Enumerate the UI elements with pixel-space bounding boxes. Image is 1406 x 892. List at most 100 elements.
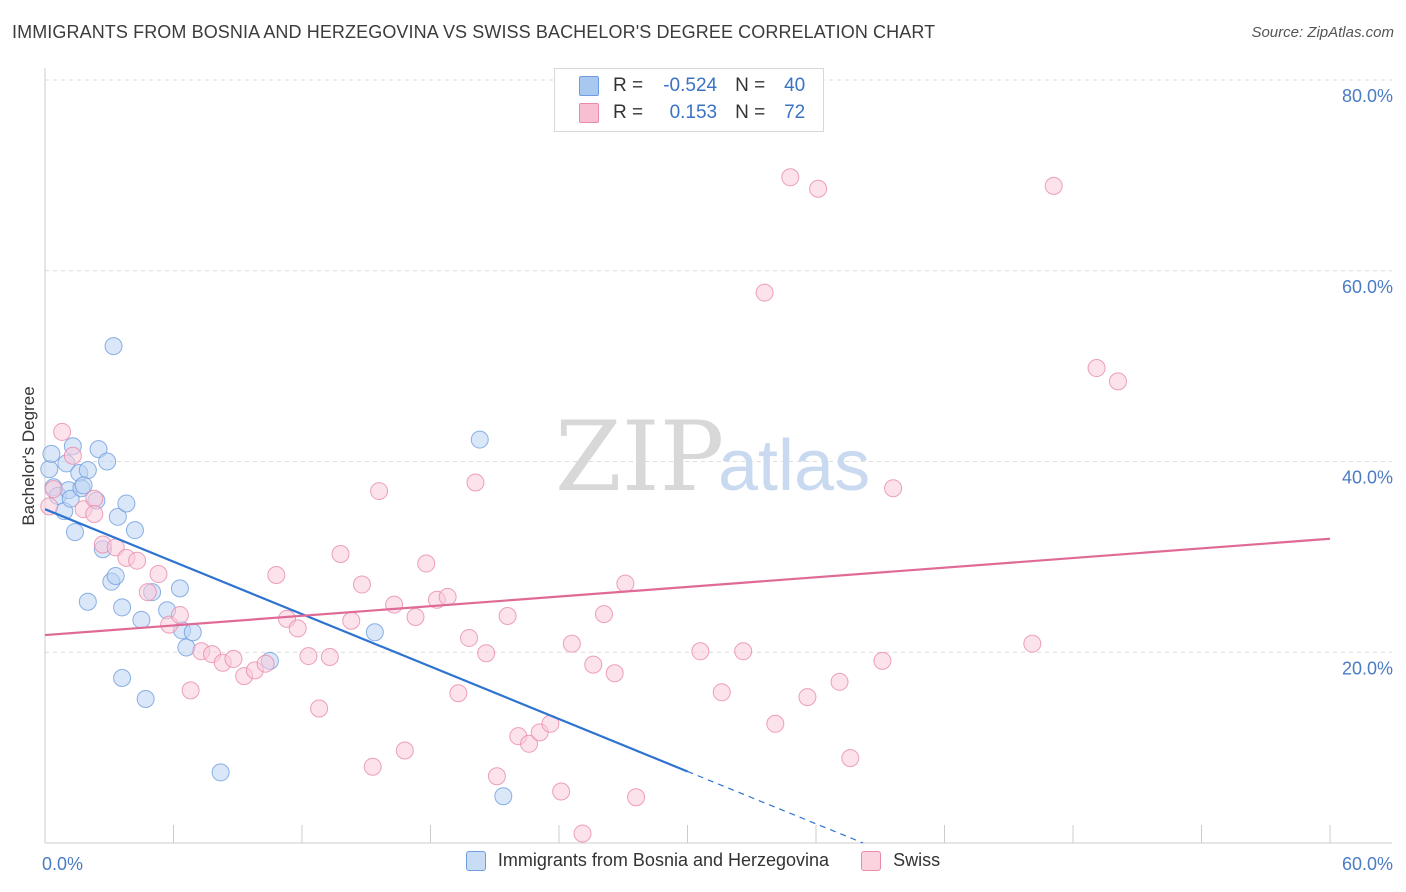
- legend-row-bosnia: R = -0.524 N = 40: [579, 73, 805, 99]
- swiss-point: [466, 473, 485, 492]
- swiss-point: [584, 655, 603, 674]
- series-legend-swiss: Swiss: [861, 850, 940, 871]
- swiss-point: [830, 672, 849, 691]
- bosnia-trend-line: [44, 508, 688, 773]
- correlation-legend: R = -0.524 N = 40 R = 0.153 N = 72: [554, 68, 824, 132]
- swiss-point: [370, 482, 389, 501]
- swiss-point: [63, 446, 82, 465]
- legend-swatch-swiss: [579, 103, 599, 123]
- watermark: ZIP atlas: [555, 401, 870, 513]
- bosnia-point: [42, 444, 61, 463]
- swiss-point: [691, 642, 710, 661]
- y-tick-labels: 20.0% 40.0% 60.0% 80.0%: [1342, 86, 1393, 678]
- bosnia-point: [365, 623, 384, 642]
- x-tick-label: 0.0%: [42, 854, 83, 874]
- bosnia-point: [78, 461, 97, 480]
- swiss-point: [616, 574, 635, 593]
- swiss-point: [520, 734, 539, 753]
- bosnia-point: [125, 521, 144, 540]
- bosnia-point: [74, 476, 93, 495]
- bosnia-point: [170, 579, 189, 598]
- series-swatch-bosnia: [465, 850, 486, 871]
- series-legend: Immigrants from Bosnia and Herzegovina S…: [0, 850, 1406, 871]
- swiss-point: [128, 551, 147, 570]
- swiss-point: [85, 504, 104, 523]
- swiss-point: [44, 480, 63, 499]
- swiss-point: [755, 283, 774, 302]
- legend-n-value: 72: [784, 102, 806, 123]
- swiss-point: [395, 741, 414, 760]
- legend-swatch-bosnia: [579, 76, 599, 96]
- bosnia-point: [65, 523, 84, 542]
- bosnia-point: [98, 452, 117, 471]
- bosnia-trend-extension: [687, 770, 864, 844]
- bosnia-point: [470, 430, 489, 449]
- bosnia-point: [113, 598, 132, 617]
- swiss-point: [552, 782, 571, 801]
- x-tick-label: 60.0%: [1342, 854, 1393, 874]
- swiss-point: [766, 714, 785, 733]
- legend-r-label: R =: [613, 75, 644, 96]
- swiss-point: [809, 179, 828, 198]
- swiss-point: [138, 583, 157, 602]
- swiss-point: [53, 422, 72, 441]
- swiss-point: [1087, 359, 1106, 378]
- swiss-point: [406, 607, 425, 626]
- source-label: Source: ZipAtlas.com: [1251, 24, 1394, 41]
- swiss-point: [873, 651, 892, 670]
- series-label-bosnia: Immigrants from Bosnia and Herzegovina: [497, 850, 830, 870]
- swiss-point: [798, 688, 817, 707]
- data-points: [40, 168, 1127, 843]
- swiss-point: [449, 684, 468, 703]
- swiss-point: [288, 619, 307, 638]
- swiss-point: [734, 642, 753, 661]
- x-tick-labels: 0.0% 60.0%: [42, 854, 1393, 874]
- swiss-point: [460, 628, 479, 647]
- bosnia-point: [40, 460, 59, 479]
- y-axis-label: Bachelor's Degree: [19, 386, 38, 525]
- swiss-point: [1044, 176, 1063, 195]
- swiss-point: [299, 647, 318, 666]
- swiss-point: [363, 757, 382, 776]
- trend-lines: [44, 508, 1331, 844]
- swiss-point: [1023, 634, 1042, 653]
- watermark-zip: ZIP: [555, 401, 724, 513]
- series-swatch-swiss: [861, 850, 882, 871]
- y-tick-label: 40.0%: [1342, 468, 1393, 488]
- legend-r-label: R =: [613, 102, 644, 123]
- swiss-point: [562, 634, 581, 653]
- legend-n-value: 40: [784, 75, 806, 96]
- swiss-point: [884, 479, 903, 498]
- bosnia-point: [494, 787, 513, 806]
- legend-n-label: N =: [735, 75, 766, 96]
- legend-n-label: N =: [735, 102, 766, 123]
- swiss-point: [605, 664, 624, 683]
- swiss-point: [267, 565, 286, 584]
- swiss-point: [352, 575, 371, 594]
- bosnia-point: [108, 507, 127, 526]
- swiss-point: [149, 565, 168, 584]
- watermark-atlas: atlas: [718, 426, 870, 506]
- swiss-point: [85, 489, 104, 508]
- bosnia-point: [211, 763, 230, 782]
- swiss-point: [781, 168, 800, 187]
- swiss-point: [385, 595, 404, 614]
- swiss-point: [417, 554, 436, 573]
- swiss-point: [331, 545, 350, 564]
- swiss-point: [256, 654, 275, 673]
- y-tick-label: 80.0%: [1342, 86, 1393, 106]
- swiss-trend-line: [44, 537, 1331, 637]
- swiss-point: [594, 605, 613, 624]
- y-tick-label: 20.0%: [1342, 658, 1393, 678]
- bosnia-point: [136, 689, 155, 708]
- legend-r-value: -0.524: [663, 75, 718, 96]
- bosnia-point: [113, 669, 132, 688]
- bosnia-point: [89, 440, 108, 459]
- bosnia-point: [117, 494, 136, 513]
- swiss-point: [170, 606, 189, 625]
- y-tick-label: 60.0%: [1342, 277, 1393, 297]
- bosnia-point: [177, 638, 196, 657]
- chart-title: IMMIGRANTS FROM BOSNIA AND HERZEGOVINA V…: [12, 22, 936, 42]
- series-label-swiss: Swiss: [893, 850, 941, 870]
